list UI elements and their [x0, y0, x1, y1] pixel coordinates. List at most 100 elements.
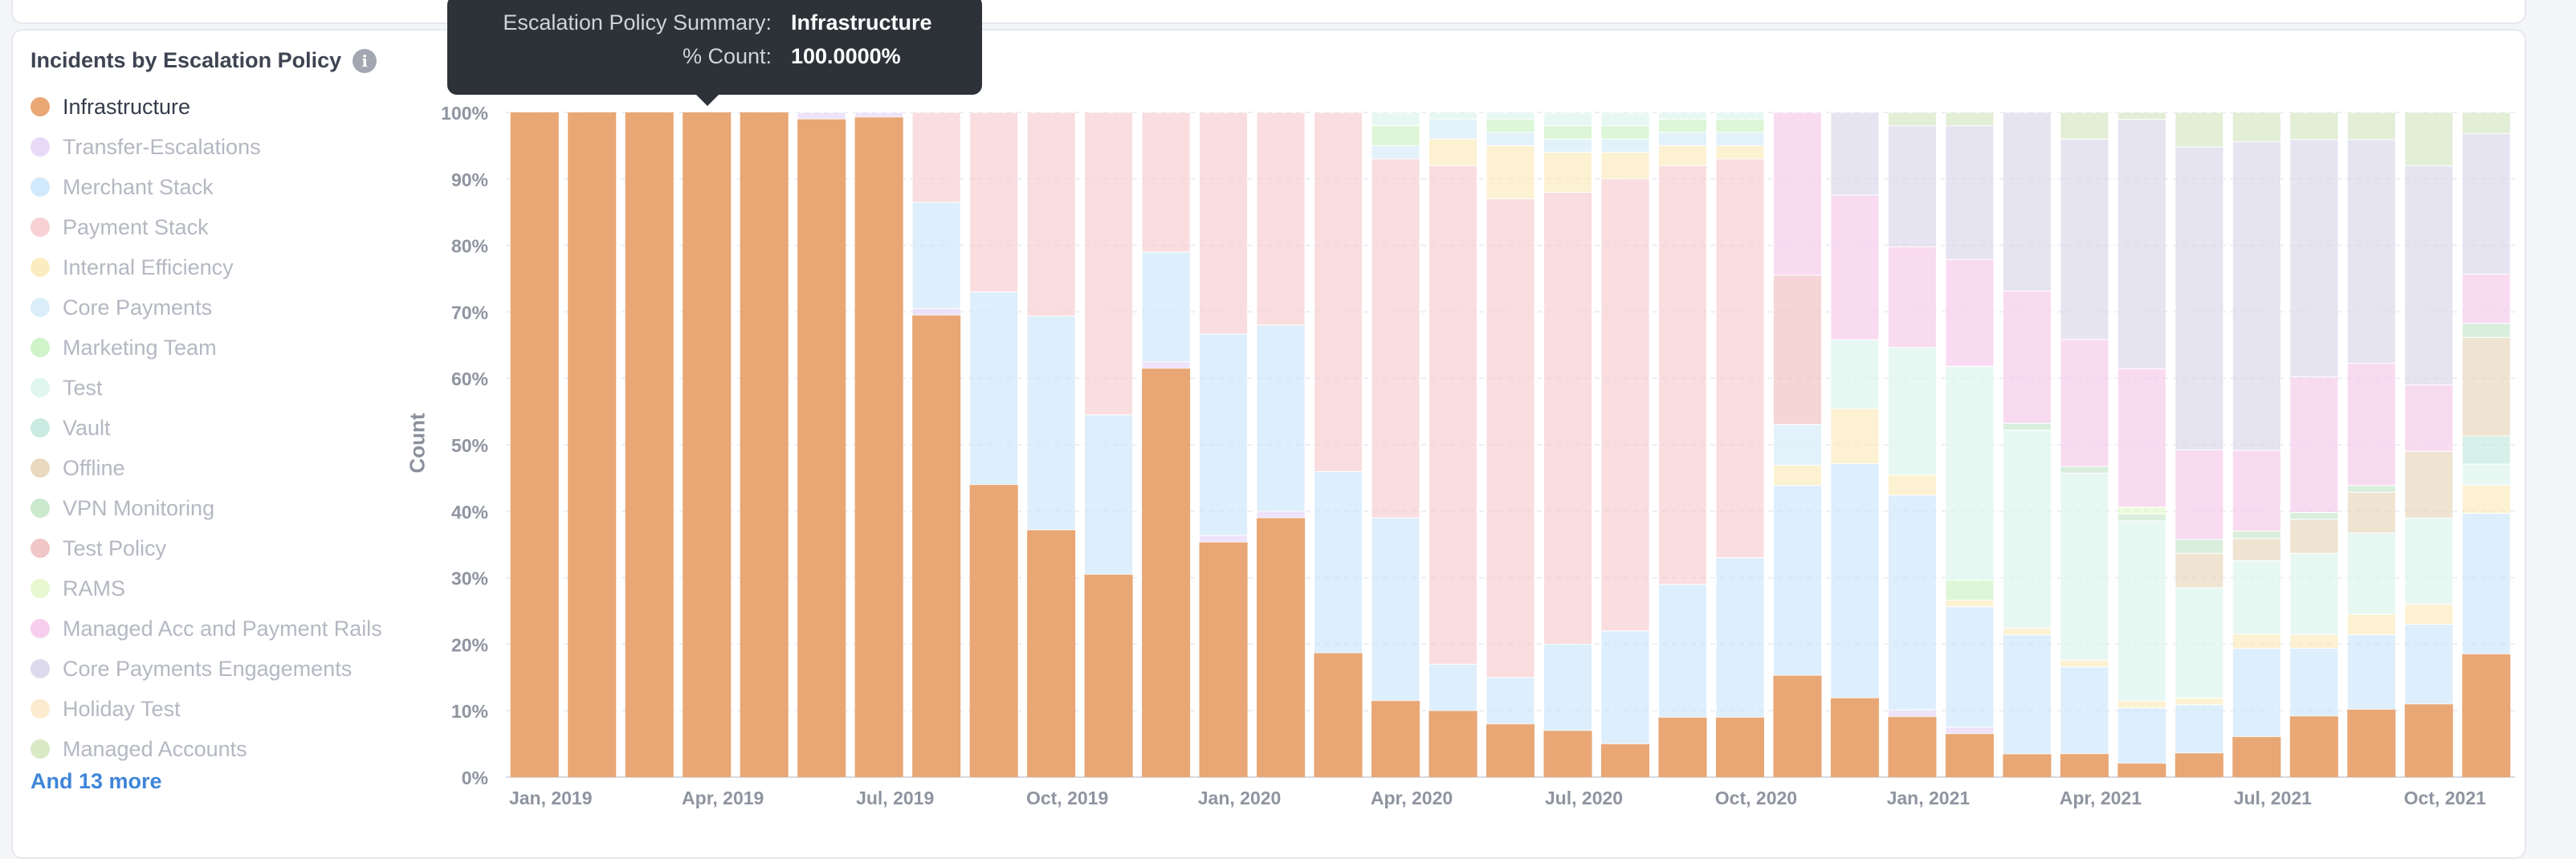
legend-item-test[interactable]: Test [31, 368, 382, 408]
bar-segment [1371, 517, 1420, 702]
more-series-link[interactable]: And 13 more [31, 769, 162, 793]
x-tick-label: Apr, 2021 [2060, 788, 2142, 808]
bar-segment [1543, 112, 1593, 127]
x-tick-label: Apr, 2019 [682, 788, 764, 808]
bar-segment [2346, 613, 2396, 636]
bar-segment [2003, 754, 2052, 777]
bar-segment [2060, 472, 2109, 661]
bar-segment [1600, 743, 1649, 777]
bar-segment [1657, 118, 1707, 133]
bar-segment [1141, 251, 1191, 362]
bar-segment [2002, 422, 2052, 430]
legend-item-managed-acc-and-payment-rails[interactable]: Managed Acc and Payment Rails [31, 609, 382, 649]
legend-title: Incidents by Escalation Policy i [31, 48, 377, 73]
bar-segment [1887, 495, 1937, 710]
bar-segment [1428, 112, 1478, 120]
legend-item-vault[interactable]: Vault [31, 408, 382, 448]
bar-segment [2060, 666, 2109, 755]
bar-segment [2117, 119, 2166, 369]
legend-item-marketing-team[interactable]: Marketing Team [31, 328, 382, 368]
tooltip-row-policy: Escalation Policy Summary: Infrastructur… [447, 6, 982, 39]
bar-segment [1715, 557, 1765, 718]
bar-stack [1199, 112, 1249, 777]
bar-segment [2346, 532, 2396, 615]
bar-stack [797, 112, 846, 777]
bar-segment [1314, 112, 1363, 472]
bar-segment [2175, 697, 2224, 706]
bar-segment [1945, 606, 1995, 728]
legend-item-vpn-monitoring[interactable]: VPN Monitoring [31, 488, 382, 528]
bar-stack [683, 112, 732, 777]
legend-item-rams[interactable]: RAMS [31, 568, 382, 609]
legend-item-payment-stack[interactable]: Payment Stack [31, 207, 382, 247]
legend-item-core-payments-engagements[interactable]: Core Payments Engagements [31, 649, 382, 689]
bar-segment [1600, 152, 1650, 180]
bar-segment [911, 307, 961, 316]
bar-stack [625, 112, 674, 777]
x-tick-label: Apr, 2020 [1371, 788, 1453, 808]
stacked-bar-chart: 0% 10% 20% 30% 40% 50% 60% 70% 80% 90% 100% Jan, 20… [441, 103, 2515, 808]
legend-swatch [31, 137, 50, 157]
bar-segment [1715, 158, 1765, 559]
bar-segment [1887, 347, 1937, 476]
bar-segment [2117, 707, 2166, 764]
bar-segment [2232, 648, 2281, 738]
bar-segment [1084, 574, 1133, 777]
bar-segment [1199, 333, 1249, 536]
bar-segment [1887, 112, 1937, 127]
legend-item-transfer-escalations[interactable]: Transfer-Escalations [31, 127, 382, 167]
bar-segment [1830, 698, 1879, 777]
legend-item-offline[interactable]: Offline [31, 448, 382, 488]
bar-stack [2175, 112, 2224, 777]
legend-item-core-payments[interactable]: Core Payments [31, 287, 382, 328]
legend-swatch [31, 579, 50, 598]
legend-swatch [31, 338, 50, 357]
bar-segment [1715, 112, 1765, 120]
bar-stack [1141, 112, 1191, 777]
info-icon[interactable]: i [353, 48, 377, 73]
bar-segment [1026, 112, 1076, 317]
y-tick-label: 40% [451, 502, 488, 523]
bar-segment [2117, 507, 2166, 515]
legend-item-managed-accounts[interactable]: Managed Accounts [31, 729, 382, 769]
bar-stack [1543, 112, 1593, 777]
legend-item-internal-efficiency[interactable]: Internal Efficiency [31, 247, 382, 287]
bar-segment [2404, 624, 2454, 705]
bar-stack [2346, 112, 2396, 777]
bar-segment [1486, 132, 1535, 146]
legend-label: VPN Monitoring [63, 495, 215, 520]
x-tick-label: Jul, 2021 [2234, 788, 2312, 808]
bar-segment [2404, 384, 2454, 452]
legend-item-infrastructure[interactable]: Infrastructure [31, 87, 382, 127]
y-tick-label: 10% [451, 701, 488, 722]
bar-segment [2117, 112, 2166, 120]
legend-item-test-policy[interactable]: Test Policy [31, 528, 382, 568]
legend-item-merchant-stack[interactable]: Merchant Stack [31, 167, 382, 207]
x-tick-label: Jul, 2020 [1545, 788, 1623, 808]
bar-segment [1141, 112, 1191, 253]
bar-segment [2461, 112, 2511, 134]
bar-stack [911, 112, 961, 777]
legend-swatch [31, 177, 50, 197]
x-tick-label: Oct, 2019 [1026, 788, 1108, 808]
bar-segment [2060, 753, 2109, 777]
bar-segment [1772, 464, 1822, 486]
bar-segment [1945, 125, 1995, 260]
legend-swatch [31, 258, 50, 277]
x-tick-label: Jan, 2020 [1198, 788, 1282, 808]
legend-item-holiday-test[interactable]: Holiday Test [31, 689, 382, 729]
legend-swatch [31, 218, 50, 237]
bar-segment [2060, 466, 2109, 474]
tooltip-row-percent: % Count: 100.0000% [447, 40, 982, 72]
legend-label: Test [63, 375, 103, 400]
bar-segment [1371, 145, 1420, 160]
bar-stack [1026, 112, 1076, 777]
legend-label: Core Payments Engagements [63, 656, 353, 681]
y-tick-label: 30% [451, 568, 488, 589]
y-tick-label: 0% [462, 767, 488, 788]
bar-segment [2404, 703, 2453, 777]
bar-segment [1945, 259, 1995, 367]
bar-segment [1314, 470, 1363, 653]
bar-segment [1715, 145, 1765, 160]
bar-segment [2346, 634, 2396, 710]
